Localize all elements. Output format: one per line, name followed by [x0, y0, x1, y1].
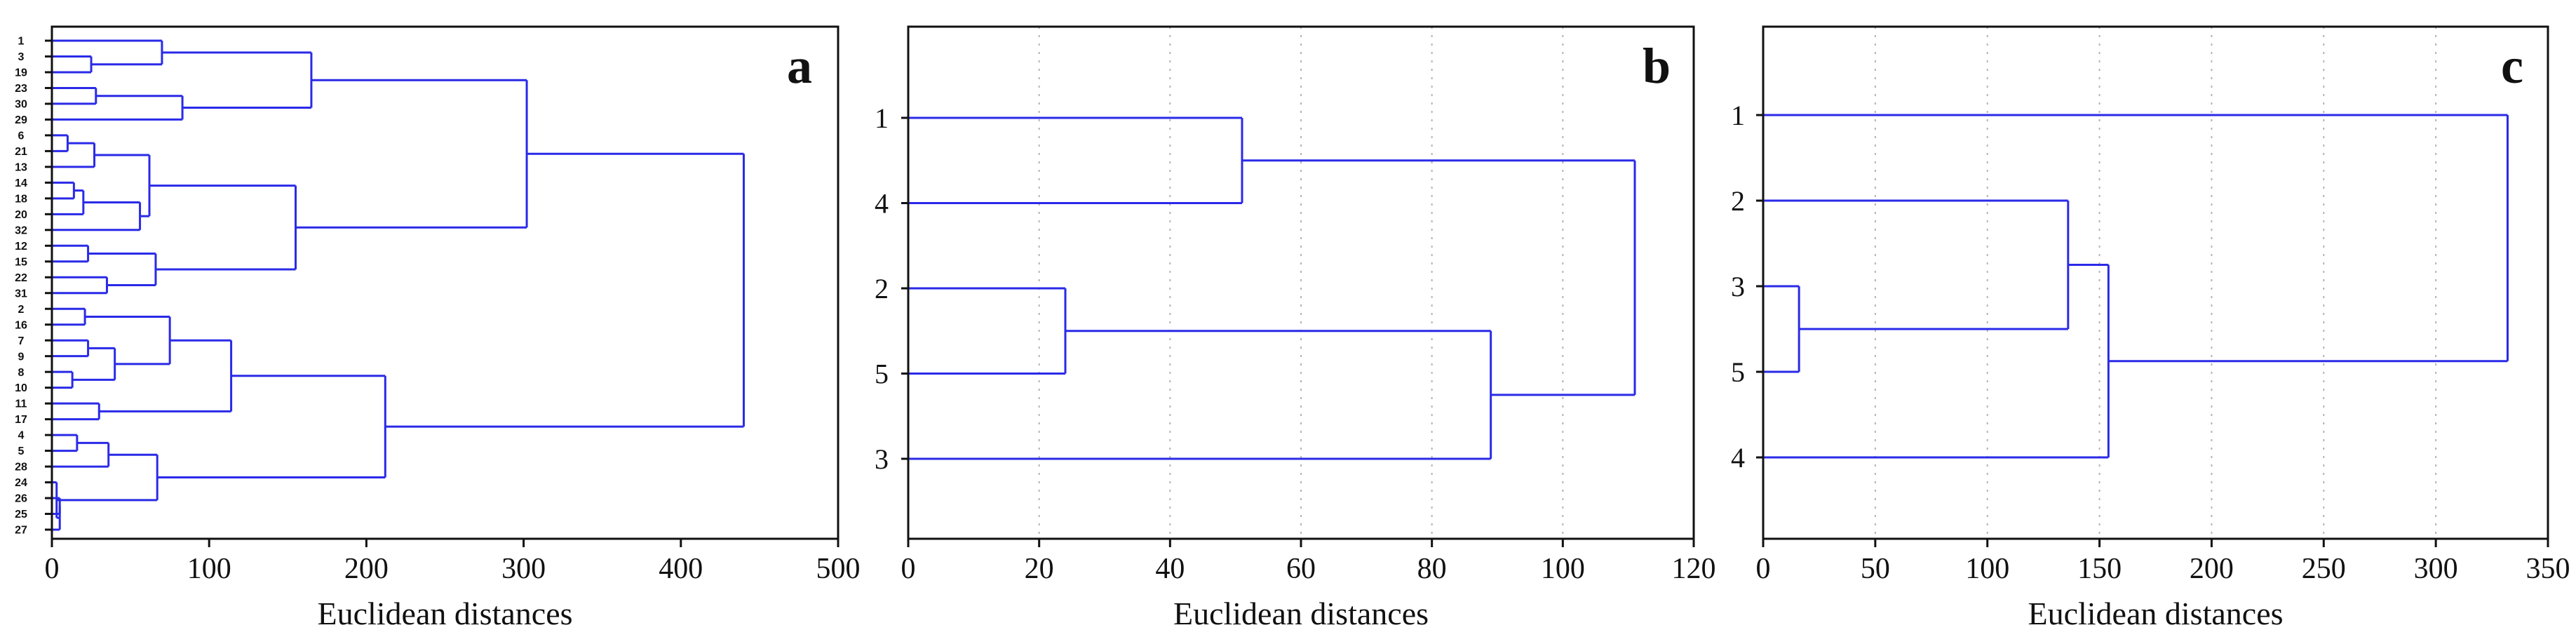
leaf-label: 2: [875, 273, 889, 304]
x-tick-label: 100: [187, 553, 231, 585]
leaf-label: 24: [15, 477, 27, 489]
panel-label: c: [2501, 38, 2523, 94]
x-tick-label: 20: [1025, 553, 1054, 585]
x-tick-label: 40: [1155, 553, 1185, 585]
leaf-label: 26: [15, 493, 27, 505]
leaf-label: 2: [1731, 185, 1745, 217]
leaf-label: 20: [15, 209, 27, 221]
leaf-label: 5: [1731, 356, 1745, 388]
leaf-label: 21: [15, 146, 27, 158]
x-tick-label: 300: [501, 553, 546, 585]
leaf-label: 14: [15, 177, 27, 189]
leaf-label: 12: [15, 241, 27, 253]
leaf-label: 8: [18, 367, 25, 379]
x-tick-label: 100: [1541, 553, 1585, 585]
leaf-label: 27: [15, 525, 27, 537]
x-axis-title: Euclidean distances: [317, 596, 572, 631]
panel-label: b: [1643, 38, 1671, 94]
leaf-label: 13: [15, 161, 27, 173]
x-tick-label: 150: [2077, 553, 2122, 585]
leaf-label: 17: [15, 414, 27, 426]
x-tick-label: 200: [2190, 553, 2234, 585]
leaf-label: 15: [15, 256, 27, 268]
leaf-label: 3: [875, 443, 889, 475]
x-tick-label: 200: [344, 553, 389, 585]
dendrogram-panel-c: 1 2 3 5 4 0 50 100 150 200 250 300 350 Euclidean dist…: [1731, 25, 2570, 631]
leaf-label: 23: [15, 83, 27, 95]
leaf-label: 7: [18, 335, 25, 347]
x-tick-label: 100: [1965, 553, 2009, 585]
leaf-label: 4: [18, 430, 25, 442]
leaf-label: 11: [15, 398, 27, 410]
leaf-label: 25: [15, 509, 27, 521]
x-axis-title: Euclidean distances: [1173, 596, 1429, 631]
leaf-label: 4: [875, 188, 889, 220]
leaf-label: 28: [15, 462, 27, 474]
leaf-label: 3: [1731, 271, 1745, 302]
leaf-label: 19: [15, 67, 27, 79]
leaf-label: 5: [875, 358, 889, 390]
leaf-label: 32: [15, 224, 27, 236]
x-tick-label: 400: [659, 553, 703, 585]
leaf-label: 10: [15, 382, 27, 394]
dendrogram-panel-b: 1 4 2 5 3 0 20 40 60 80 100 120 Euclidean distances b: [875, 25, 1716, 631]
dendrogram-panel-a: 1319233029621131418203212152231216798101…: [15, 25, 861, 631]
leaf-label: 3: [18, 51, 25, 63]
x-tick-label: 60: [1286, 553, 1316, 585]
leaf-label: 5: [18, 445, 25, 457]
leaf-label: 1: [18, 36, 25, 48]
leaf-label: 16: [15, 319, 27, 331]
x-tick-label: 250: [2302, 553, 2346, 585]
x-tick-label: 350: [2526, 553, 2570, 585]
x-tick-label: 0: [45, 553, 60, 585]
leaf-label: 6: [18, 130, 25, 142]
leaf-label: 1: [1731, 100, 1745, 131]
leaf-label: 1: [875, 102, 889, 134]
x-tick-label: 300: [2414, 553, 2458, 585]
leaf-label: 29: [15, 114, 27, 126]
x-tick-label: 120: [1672, 553, 1716, 585]
x-tick-label: 50: [1861, 553, 1890, 585]
leaf-label: 4: [1731, 442, 1745, 474]
leaf-label: 9: [18, 351, 25, 363]
x-tick-label: 500: [816, 553, 861, 585]
x-tick-label: 80: [1417, 553, 1447, 585]
leaf-label: 18: [15, 193, 27, 205]
leaf-label: 31: [15, 288, 27, 300]
plot-frame: [1762, 25, 2549, 540]
panel-label: a: [787, 38, 812, 94]
plot-frame: [50, 25, 839, 540]
x-tick-label: 0: [1756, 553, 1771, 585]
leaf-label: 2: [18, 304, 25, 316]
x-axis-title: Euclidean distances: [2028, 596, 2283, 631]
x-tick-label: 0: [901, 553, 916, 585]
leaf-label: 30: [15, 99, 27, 111]
leaf-label: 22: [15, 272, 27, 284]
